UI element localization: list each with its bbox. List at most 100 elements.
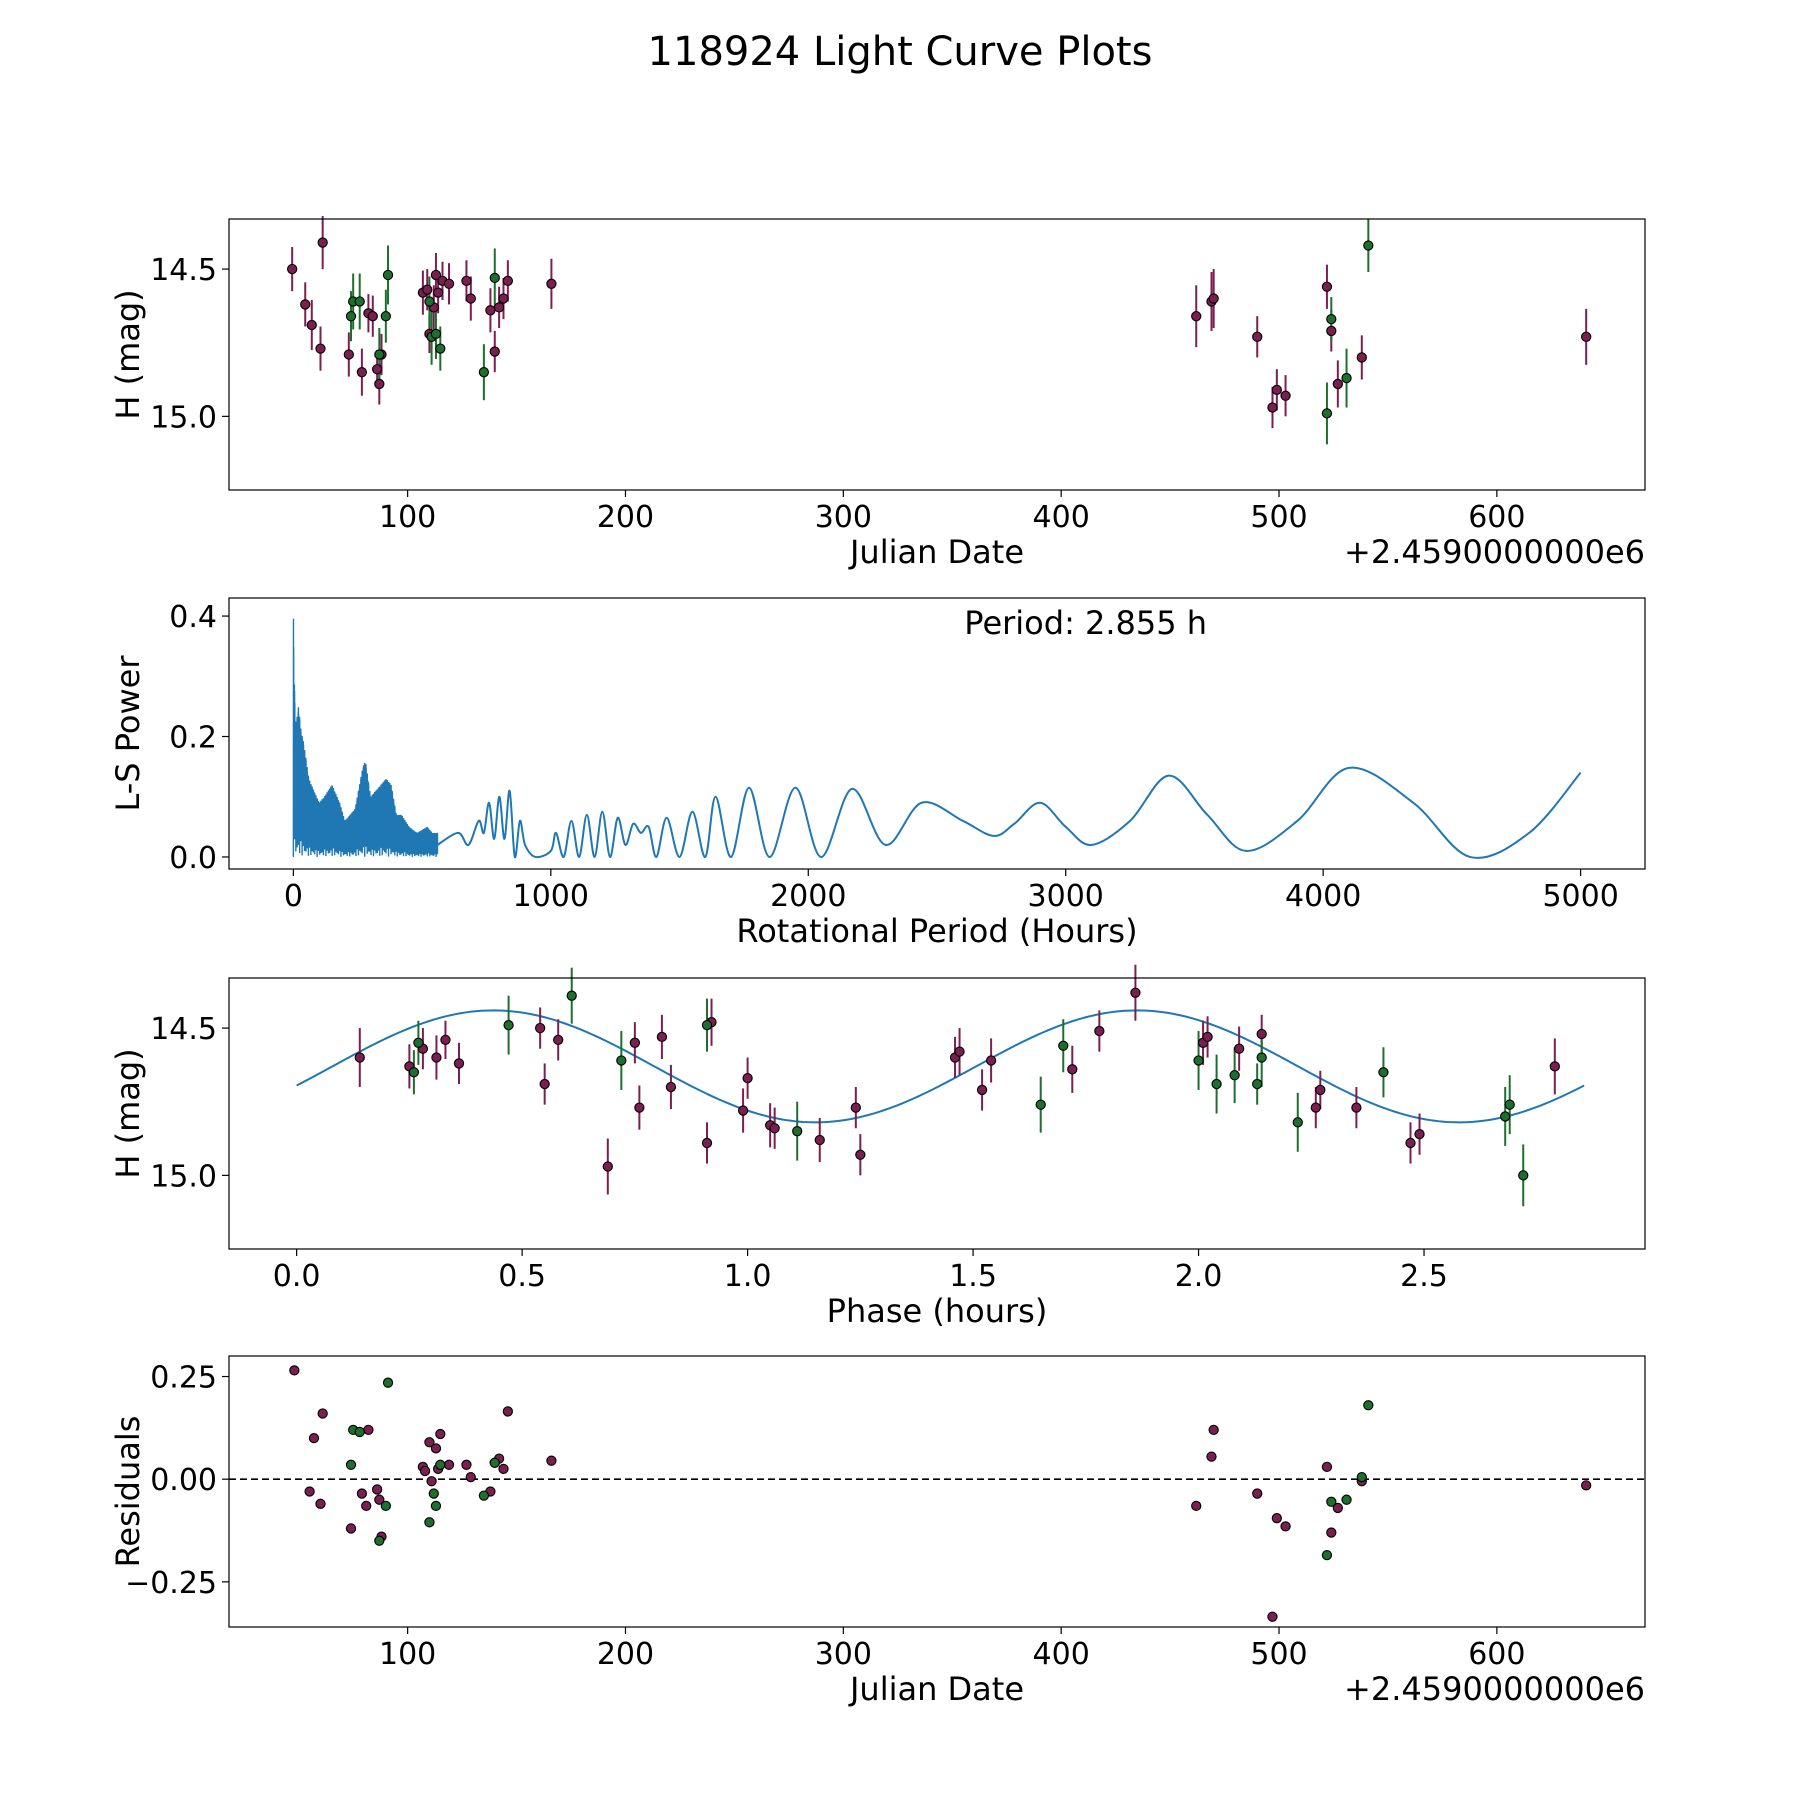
lightcurve-point-band_b [1341,372,1352,384]
residuals-point-band_a [315,1498,326,1509]
phased-point-band_a [1549,1061,1560,1072]
residuals-point-band_a [308,1432,320,1444]
lightcurve-point-band_b [435,343,446,354]
periodogram-ytick-label: 0.2 [169,721,217,756]
periodogram-xtick-label: 4000 [1285,879,1361,914]
residuals-point-band_b [435,1459,446,1470]
periodogram-xtick-label: 5000 [1542,879,1618,914]
phased-point-band_a [535,1022,546,1034]
residuals-xtick-label: 600 [1468,1637,1525,1672]
residuals-point-band_a [465,1471,476,1483]
phased-point-band_a [1414,1128,1425,1140]
residuals-point-band_a [424,1437,435,1448]
phased-point-band_b [1211,1078,1222,1090]
residuals-point-band_b [489,1457,500,1468]
lightcurve-point-band_a [465,293,476,304]
residuals-point-band_a [361,1500,372,1512]
lightcurve-point-band_a [1208,293,1219,304]
lightcurve-point-band_a [367,311,378,322]
residuals-xtick-label: 500 [1250,1637,1307,1672]
residuals-ytick-label: −0.25 [125,1566,217,1601]
lightcurve-point-band_a [1326,325,1337,337]
residuals-point-band_b [1326,1496,1337,1507]
lightcurve-point-band_a [356,367,368,378]
phased-point-band_a [742,1073,753,1084]
lightcurve-point-band_a [461,275,472,287]
lightcurve-point-band_b [382,269,394,281]
lightcurve-point-band_b [489,272,500,284]
residuals-point-band_a [502,1406,513,1417]
phased-point-band_b [1193,1055,1204,1066]
residuals-point-band_b [354,1426,365,1438]
phased-xlabel: Phase (hours) [827,1292,1048,1330]
lightcurve-point-band_a [371,364,383,375]
phased-point-band_b [792,1126,803,1137]
phased-point-band_b [1035,1099,1046,1110]
phased-point-band_a [1130,987,1141,998]
lightcurve-xtick-label: 600 [1468,500,1525,535]
phased-point-band_a [553,1034,564,1046]
lightcurve-points [287,237,1592,419]
phased-xtick-label: 1.5 [949,1259,997,1294]
lightcurve-point-band_a [300,299,311,310]
periodogram-xtick-label: 2000 [770,879,846,914]
residuals-ylabel: Residuals [109,1416,147,1568]
periodogram-series-line [436,766,1582,859]
lightcurve-point-band_a [498,293,509,304]
residuals-points [289,1365,1592,1622]
lightcurve-point-band_a [343,349,354,360]
phased-point-band_a [1202,1031,1213,1043]
residuals-point-band_a [371,1484,383,1495]
lightcurve-point-band_b [1321,408,1333,419]
phased-ylabel: H (mag) [109,1048,147,1178]
phased-point-band_b [1058,1040,1069,1051]
residuals-point-band_b [430,1500,442,1512]
phased-xtick-label: 0.5 [498,1259,546,1294]
residuals-ticks: 100 200 300 400 500 600 −0.25 0.00 0.25 [125,1361,1525,1672]
lightcurve-xtick-label: 300 [815,500,872,535]
residuals-point-band_b [382,1377,394,1388]
phased-point-band_a [1094,1025,1105,1037]
lightcurve-panel: 100 200 300 400 500 600 14.5 15.0 Julian Date H… [109,216,1646,571]
phased-point-band_a [1405,1137,1416,1149]
phased-xtick-label: 2.0 [1175,1259,1223,1294]
phased-xtick-label: 1.0 [724,1259,772,1294]
residuals-point-band_a [435,1428,446,1440]
periodogram-xlabel: Rotational Period (Hours) [736,912,1137,950]
figure-title: 118924 Light Curve Plots [648,29,1153,75]
residuals-point-band_a [1332,1502,1343,1514]
periodogram-ytick-label: 0.0 [169,841,217,876]
lightcurve-point-band_a [1356,352,1367,363]
lightcurve-point-band_a [317,237,328,248]
residuals-xtick-label: 400 [1033,1637,1090,1672]
phased-point-band_b [503,1019,514,1031]
residuals-point-band_a [430,1443,442,1454]
phased-point-band_a [634,1102,645,1113]
lightcurve-xtick-label: 100 [379,500,436,535]
lightcurve-point-band_b [424,296,435,307]
residuals-point-band_a [1321,1461,1333,1473]
periodogram-dense-line [292,618,439,857]
phased-point-band_b [566,990,577,1001]
residuals-point-band_b [374,1535,385,1546]
phased-point-band_a [453,1058,465,1069]
residuals-point-band_b [478,1490,490,1501]
phased-point-band_a [1315,1084,1326,1096]
residuals-point-band_a [461,1459,472,1470]
phased-point-band_b [1292,1117,1303,1128]
periodogram-xtick-label: 3000 [1028,879,1104,914]
phased-point-band_a [656,1031,668,1043]
lightcurve-point-band_b [345,311,357,322]
residuals-point-band_a [363,1424,374,1436]
phased-ytick-label: 15.0 [150,1159,217,1194]
lightcurve-point-band_a [1581,331,1592,342]
lightcurve-point-band_a [1191,311,1202,322]
residuals-point-band_a [443,1459,455,1470]
lightcurve-point-band_a [489,346,500,357]
phased-panel: 0.0 0.5 1.0 1.5 2.0 2.5 14.5 15.0 Phase (hours)… [109,964,1646,1330]
residuals-point-band_a [345,1523,357,1534]
lightcurve-point-band_a [374,378,385,390]
phased-point-band_b [1378,1067,1389,1078]
lightcurve-point-band_b [478,367,490,378]
lightcurve-ytick-label: 15.0 [150,400,217,435]
